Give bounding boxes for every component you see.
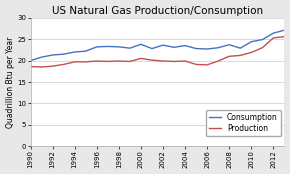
Consumption bbox=[272, 32, 275, 34]
Consumption bbox=[139, 43, 143, 45]
Production bbox=[106, 60, 110, 62]
Production bbox=[51, 65, 54, 67]
Production bbox=[73, 61, 76, 63]
Production bbox=[205, 64, 209, 66]
Consumption bbox=[250, 41, 253, 43]
Production bbox=[239, 54, 242, 57]
Production bbox=[183, 60, 187, 62]
Consumption bbox=[95, 46, 99, 48]
Consumption bbox=[128, 47, 132, 49]
Consumption bbox=[216, 47, 220, 49]
Consumption bbox=[62, 53, 65, 55]
Production bbox=[283, 35, 286, 38]
Line: Consumption: Consumption bbox=[30, 30, 284, 61]
Production bbox=[62, 63, 65, 65]
Consumption bbox=[117, 46, 121, 48]
Consumption bbox=[40, 56, 43, 58]
Production bbox=[117, 60, 121, 62]
Consumption bbox=[84, 50, 88, 52]
Line: Production: Production bbox=[30, 37, 284, 67]
Production bbox=[161, 60, 165, 62]
Consumption bbox=[150, 48, 154, 50]
Production bbox=[128, 60, 132, 62]
Consumption bbox=[51, 54, 54, 56]
Consumption bbox=[194, 48, 198, 50]
Consumption bbox=[73, 51, 76, 53]
Production bbox=[29, 66, 32, 68]
Production bbox=[216, 60, 220, 62]
Y-axis label: Quadrillion Btu per Year: Quadrillion Btu per Year bbox=[6, 36, 14, 128]
Consumption bbox=[183, 45, 187, 47]
Production bbox=[84, 61, 88, 63]
Production bbox=[139, 57, 143, 60]
Consumption bbox=[283, 29, 286, 31]
Production bbox=[261, 47, 264, 49]
Production bbox=[194, 63, 198, 65]
Consumption bbox=[172, 46, 176, 48]
Production bbox=[150, 59, 154, 61]
Consumption bbox=[205, 48, 209, 50]
Title: US Natural Gas Production/Consumption: US Natural Gas Production/Consumption bbox=[52, 6, 263, 15]
Legend: Consumption, Production: Consumption, Production bbox=[206, 110, 281, 136]
Production bbox=[40, 66, 43, 68]
Production bbox=[172, 60, 176, 62]
Consumption bbox=[239, 47, 242, 49]
Consumption bbox=[161, 44, 165, 46]
Consumption bbox=[261, 38, 264, 41]
Production bbox=[227, 55, 231, 57]
Production bbox=[272, 37, 275, 39]
Consumption bbox=[227, 44, 231, 46]
Consumption bbox=[29, 60, 32, 62]
Production bbox=[95, 60, 99, 62]
Production bbox=[250, 51, 253, 53]
Consumption bbox=[106, 45, 110, 48]
